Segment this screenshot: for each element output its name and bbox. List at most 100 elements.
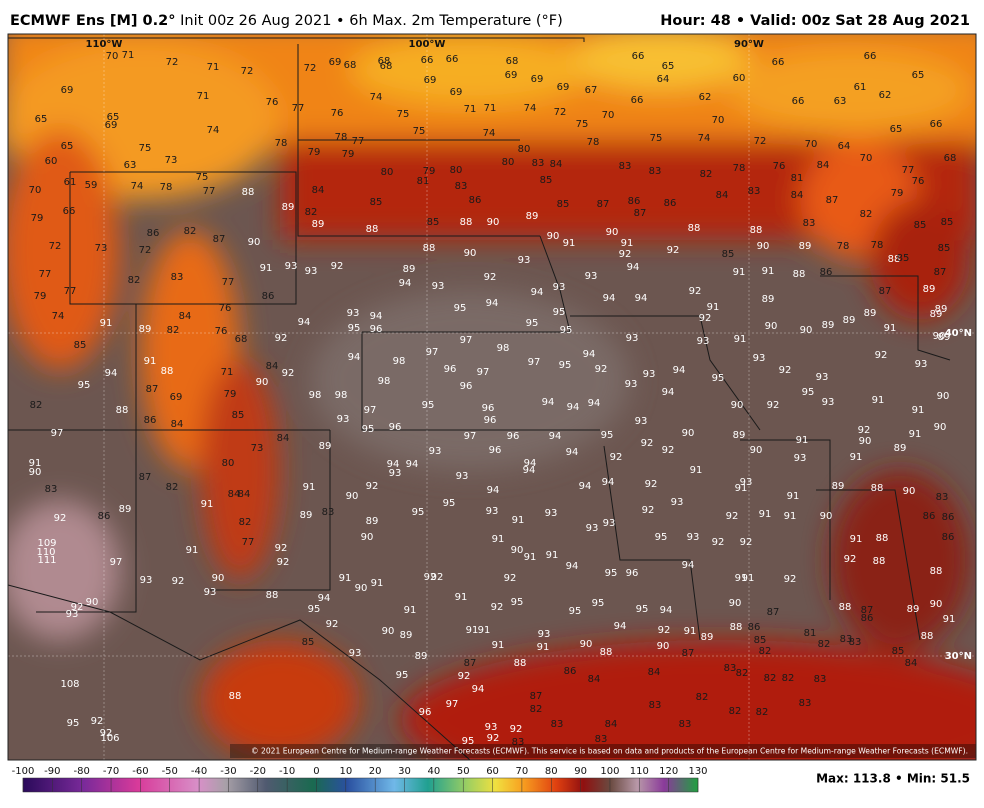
station-value: 64 — [657, 74, 670, 85]
station-value: 69 — [105, 120, 118, 131]
station-value: 106 — [100, 733, 119, 744]
station-value: 80 — [450, 165, 463, 176]
copyright: © 2021 European Centre for Medium-range … — [251, 747, 968, 756]
station-value: 94 — [627, 262, 640, 273]
station-value: 90 — [820, 511, 833, 522]
station-value: 82 — [756, 707, 769, 718]
station-value: 77 — [352, 136, 365, 147]
station-value: 89 — [400, 630, 413, 641]
station-value: 94 — [318, 593, 331, 604]
colorbar-tick-label: -80 — [74, 766, 90, 777]
station-value: 91 — [563, 238, 576, 249]
station-value: 93 — [625, 379, 638, 390]
station-value: 78 — [837, 241, 850, 252]
station-value: 69 — [531, 74, 544, 85]
station-value: 72 — [241, 66, 254, 77]
station-value: 92 — [484, 272, 497, 283]
station-value: 86 — [147, 228, 160, 239]
station-value: 96 — [370, 324, 383, 335]
station-value: 79 — [308, 147, 321, 158]
station-value: 85 — [540, 175, 553, 186]
station-value: 90 — [934, 422, 947, 433]
station-value: 96 — [460, 381, 473, 392]
station-value: 73 — [251, 443, 264, 454]
station-value: 85 — [427, 217, 440, 228]
station-value: 87 — [879, 286, 892, 297]
colorbar-tick-label: -100 — [12, 766, 35, 777]
station-value: 81 — [804, 628, 817, 639]
station-value: 79 — [423, 166, 436, 177]
station-value: 91 — [742, 573, 755, 584]
station-value: 88 — [930, 566, 943, 577]
station-value: 92 — [282, 368, 295, 379]
station-value: 91 — [404, 605, 417, 616]
station-value: 84 — [905, 658, 918, 669]
station-value: 91 — [872, 395, 885, 406]
station-value: 86 — [820, 267, 833, 278]
station-value: 87 — [826, 195, 839, 206]
station-value: 88 — [750, 225, 763, 236]
station-value: 65 — [890, 124, 903, 135]
station-value: 96 — [507, 431, 520, 442]
station-value: 80 — [518, 144, 531, 155]
station-value: 95 — [396, 670, 409, 681]
station-value: 90 — [355, 583, 368, 594]
station-value: 89 — [733, 430, 746, 441]
station-value: 82 — [736, 668, 749, 679]
station-value: 77 — [292, 103, 305, 114]
station-value: 95 — [605, 568, 618, 579]
station-value: 83 — [322, 507, 335, 518]
station-value: 91 — [144, 356, 157, 367]
colorbar-tick-label: -70 — [103, 766, 119, 777]
station-value: 68 — [344, 60, 357, 71]
station-value: 60 — [45, 156, 58, 167]
station-value: 97 — [477, 367, 490, 378]
station-value: 91 — [339, 573, 352, 584]
station-value: 75 — [196, 172, 209, 183]
station-value: 92 — [424, 572, 437, 583]
station-value: 93 — [389, 468, 402, 479]
station-value: 97 — [460, 335, 473, 346]
station-value: 95 — [348, 323, 361, 334]
station-value: 69 — [505, 70, 518, 81]
station-value: 92 — [610, 452, 623, 463]
station-value: 85 — [892, 646, 905, 657]
station-value: 91 — [512, 515, 525, 526]
station-value: 92 — [100, 728, 113, 739]
station-value: 91 — [733, 267, 746, 278]
station-value: 92 — [91, 716, 104, 727]
station-value: 88 — [460, 217, 473, 228]
station-value: 92 — [767, 400, 780, 411]
station-value: 83 — [532, 158, 545, 169]
station-value: 97 — [528, 357, 541, 368]
station-value: 90 — [750, 445, 763, 456]
station-value: 94 — [662, 387, 675, 398]
station-value: 93 — [429, 446, 442, 457]
station-value: 96 — [484, 415, 497, 426]
station-value: 65 — [35, 114, 48, 125]
station-value: 91 — [735, 573, 748, 584]
station-value: 91 — [466, 625, 479, 636]
station-value: 87 — [597, 199, 610, 210]
station-value: 86 — [942, 512, 955, 523]
station-value: 91 — [260, 263, 273, 274]
station-value: 97 — [464, 431, 477, 442]
station-value: 84 — [171, 419, 184, 430]
station-value: 75 — [397, 109, 410, 120]
station-value: 89 — [923, 284, 936, 295]
station-value: 92 — [645, 479, 658, 490]
station-value: 90 — [682, 428, 695, 439]
station-value: 88 — [873, 556, 886, 567]
station-value: 94 — [523, 465, 536, 476]
station-value: 94 — [348, 352, 361, 363]
colorbar-tick-label: 40 — [428, 766, 441, 777]
station-value: 95 — [553, 307, 566, 318]
station-value: 92 — [779, 365, 792, 376]
station-value: 85 — [941, 217, 954, 228]
station-value: 68 — [380, 61, 393, 72]
station-value: 66 — [792, 96, 805, 107]
station-value: 70 — [860, 153, 873, 164]
station-value: 94 — [531, 287, 544, 298]
station-value: 94 — [673, 365, 686, 376]
station-value: 83 — [171, 272, 184, 283]
